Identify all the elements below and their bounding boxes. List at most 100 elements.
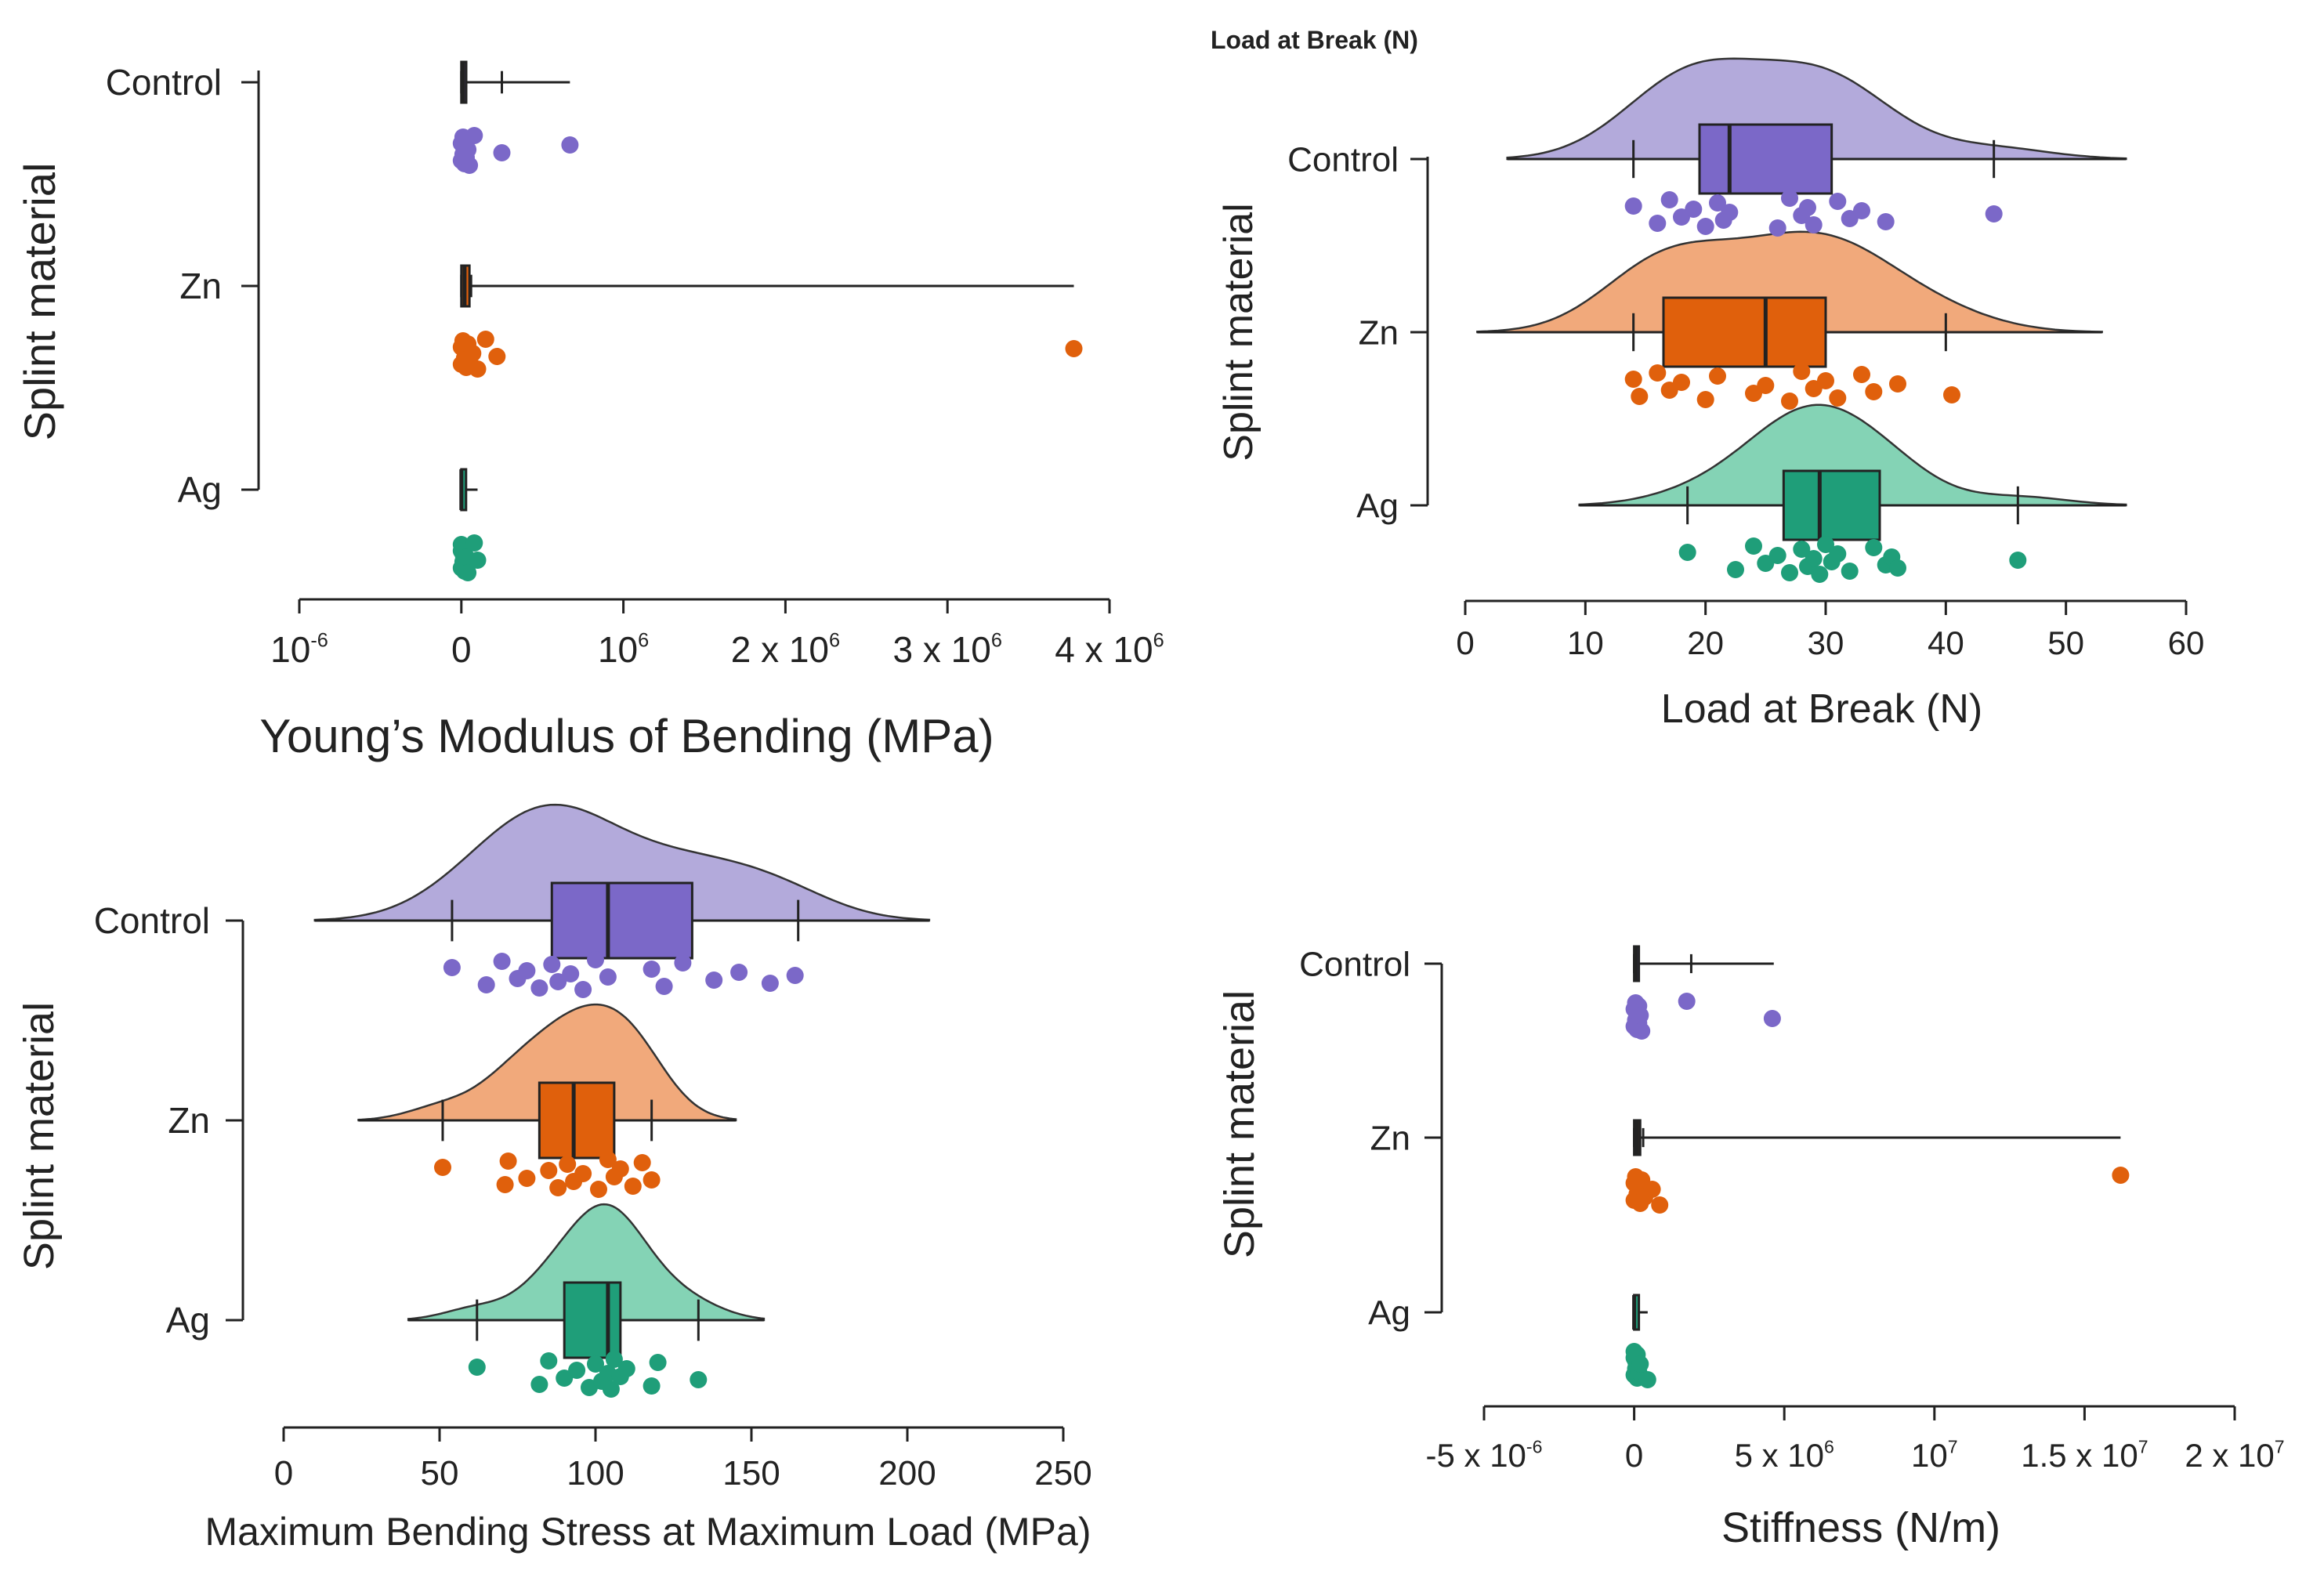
data-point-ag bbox=[465, 534, 483, 552]
x-tick-label-base: 100 bbox=[567, 1454, 624, 1493]
data-point-zn bbox=[1793, 363, 1811, 380]
y-tick-label-zn: Zn bbox=[1359, 313, 1399, 352]
x-tick-label: 106 bbox=[598, 629, 649, 670]
x-tick-label: 5 x 106 bbox=[1735, 1436, 1834, 1474]
x-tick-label-base: 5 x 10 bbox=[1735, 1437, 1824, 1474]
box-zn bbox=[1662, 296, 1827, 368]
x-tick-label: 0 bbox=[1625, 1437, 1643, 1474]
data-point-ag bbox=[469, 552, 487, 569]
x-tick-label-base: 3 x 10 bbox=[893, 629, 991, 670]
data-point-ag bbox=[1841, 563, 1859, 580]
y-tick-label-control: Control bbox=[106, 62, 222, 103]
data-point-zn bbox=[1853, 366, 1870, 383]
data-point-control bbox=[530, 979, 548, 997]
data-point-ag bbox=[649, 1354, 667, 1371]
density-zn bbox=[1475, 230, 2104, 334]
data-point-control bbox=[1660, 191, 1678, 208]
data-point-zn bbox=[2112, 1167, 2130, 1184]
data-point-control bbox=[1685, 201, 1703, 218]
data-point-control bbox=[459, 141, 477, 158]
data-point-zn bbox=[1651, 1196, 1669, 1214]
x-tick-label: 4 x 106 bbox=[1055, 629, 1164, 670]
box-ag bbox=[563, 1281, 622, 1359]
x-axis-label: Load at Break (N) bbox=[1661, 686, 1982, 732]
x-tick-label-exponent: 6 bbox=[1824, 1436, 1834, 1456]
x-tick-label: 1.5 x 107 bbox=[2021, 1436, 2148, 1474]
data-point-zn bbox=[574, 1165, 592, 1182]
x-tick-label: 60 bbox=[2168, 624, 2205, 661]
data-point-ag bbox=[568, 1362, 586, 1379]
y-tick-label-control: Control bbox=[94, 900, 210, 941]
box-zn bbox=[538, 1081, 616, 1160]
data-point-zn bbox=[1631, 388, 1649, 405]
data-point-control bbox=[461, 157, 479, 174]
density-control bbox=[313, 803, 931, 922]
x-tick-label-exponent: 7 bbox=[2138, 1436, 2148, 1456]
x-tick-label: 2 x 107 bbox=[2185, 1436, 2284, 1474]
y-tick-label-zn: Zn bbox=[179, 266, 222, 306]
data-point-zn bbox=[434, 1159, 451, 1176]
panel-youngs-modulus: Splint material Young’s Modulus of Bendi… bbox=[15, 60, 1164, 762]
data-point-control bbox=[477, 976, 495, 993]
data-point-control bbox=[1649, 215, 1667, 232]
y-axis-label: Splint material bbox=[1216, 990, 1263, 1258]
data-point-control bbox=[1624, 197, 1642, 215]
data-point-ag bbox=[1768, 547, 1786, 564]
data-point-control bbox=[443, 959, 461, 976]
data-point-zn bbox=[1643, 1181, 1661, 1198]
x-tick-label-exponent: 6 bbox=[991, 630, 1002, 652]
data-point-zn bbox=[540, 1162, 558, 1179]
data-point-control bbox=[761, 975, 779, 992]
data-point-control bbox=[1781, 190, 1798, 207]
data-point-ag bbox=[1678, 544, 1696, 561]
x-tick-label: 50 bbox=[421, 1454, 459, 1493]
data-point-ag bbox=[530, 1376, 548, 1393]
data-point-ag bbox=[1727, 561, 1744, 578]
x-tick-label-base: 10 bbox=[270, 629, 310, 670]
x-tick-label-base: 1.5 x 10 bbox=[2021, 1437, 2138, 1474]
data-point-ag bbox=[587, 1355, 604, 1373]
y-axis-label: Splint material bbox=[15, 163, 64, 441]
x-tick-label: 2 x 106 bbox=[731, 629, 840, 670]
data-point-zn bbox=[1865, 383, 1883, 400]
data-point-control bbox=[1805, 216, 1823, 233]
x-tick-label-exponent: 7 bbox=[2275, 1436, 2285, 1456]
x-tick-label-exponent: 6 bbox=[829, 630, 840, 652]
data-point-ag bbox=[1829, 545, 1847, 563]
data-point-zn bbox=[488, 348, 506, 365]
x-tick-label-base: 0 bbox=[1625, 1437, 1643, 1474]
data-point-ag bbox=[1817, 536, 1834, 553]
x-tick-label: 0 bbox=[274, 1454, 293, 1493]
y-tick-label-ag: Ag bbox=[166, 1300, 210, 1341]
data-point-ag bbox=[605, 1351, 623, 1368]
y-tick-label-ag: Ag bbox=[178, 469, 222, 510]
x-tick-label-base: -5 x 10 bbox=[1426, 1437, 1526, 1474]
y-tick-label-ag: Ag bbox=[1368, 1294, 1410, 1332]
x-tick-label-base: 200 bbox=[878, 1454, 936, 1493]
y-axis-label: Splint material bbox=[16, 1002, 63, 1270]
data-point-zn bbox=[624, 1178, 642, 1195]
data-point-control bbox=[543, 956, 561, 973]
x-tick-label-base: 2 x 10 bbox=[731, 629, 829, 670]
data-point-control bbox=[518, 962, 536, 979]
density-ag bbox=[407, 1203, 766, 1322]
data-point-control bbox=[1763, 1010, 1781, 1027]
x-axis-label: Maximum Bending Stress at Maximum Load (… bbox=[205, 1510, 1091, 1554]
data-point-control bbox=[1768, 219, 1786, 237]
data-point-ag bbox=[1793, 541, 1811, 558]
data-point-control bbox=[1799, 199, 1816, 216]
data-point-ag bbox=[556, 1370, 574, 1387]
x-tick-label-base: 150 bbox=[722, 1454, 780, 1493]
density-control bbox=[1506, 57, 2127, 161]
data-point-ag bbox=[602, 1380, 620, 1398]
data-point-zn bbox=[549, 1179, 567, 1196]
x-tick-label-base: 10 bbox=[598, 629, 638, 670]
x-tick-label: 150 bbox=[722, 1454, 780, 1493]
data-point-ag bbox=[1631, 1355, 1649, 1373]
x-tick-label-base: 50 bbox=[421, 1454, 459, 1493]
x-tick-label-exponent: 7 bbox=[1948, 1436, 1958, 1456]
data-point-control bbox=[786, 967, 804, 984]
data-point-zn bbox=[559, 1156, 577, 1173]
y-tick-label-control: Control bbox=[1287, 140, 1399, 179]
panel-load-at-break: Load at Break (N) Splint material Load a… bbox=[1211, 26, 2204, 732]
